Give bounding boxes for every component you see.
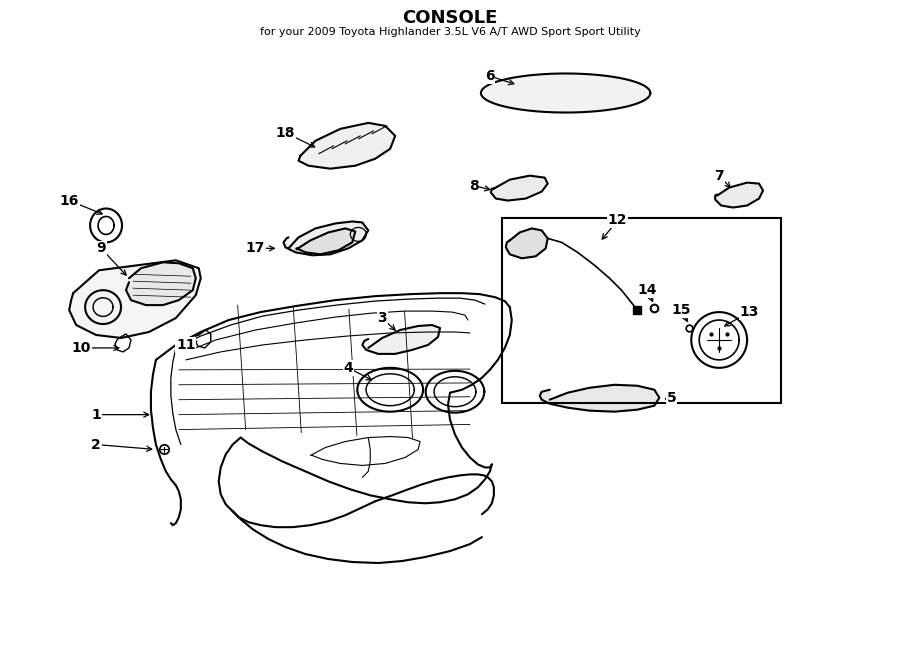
Polygon shape <box>296 229 356 254</box>
Text: 17: 17 <box>246 241 266 255</box>
Bar <box>502 219 781 403</box>
Text: 4: 4 <box>344 361 353 375</box>
Polygon shape <box>284 221 368 255</box>
Text: 7: 7 <box>715 169 724 182</box>
Text: 8: 8 <box>469 178 479 192</box>
Text: CONSOLE: CONSOLE <box>402 9 498 27</box>
Text: 16: 16 <box>59 194 79 208</box>
Text: 10: 10 <box>71 341 91 355</box>
Text: for your 2009 Toyota Highlander 3.5L V6 A/T AWD Sport Sport Utility: for your 2009 Toyota Highlander 3.5L V6 … <box>259 27 641 37</box>
Polygon shape <box>716 182 763 208</box>
Polygon shape <box>69 260 201 338</box>
Text: 2: 2 <box>91 438 101 451</box>
Text: 3: 3 <box>377 311 387 325</box>
Polygon shape <box>491 176 548 200</box>
Text: 1: 1 <box>91 408 101 422</box>
Text: 15: 15 <box>671 303 691 317</box>
Text: 18: 18 <box>275 126 295 140</box>
Polygon shape <box>506 229 548 258</box>
Polygon shape <box>540 385 660 412</box>
Polygon shape <box>481 73 651 112</box>
Text: 6: 6 <box>485 69 495 83</box>
Polygon shape <box>299 123 395 169</box>
Text: 5: 5 <box>666 391 676 405</box>
Polygon shape <box>363 325 440 354</box>
Polygon shape <box>126 262 196 305</box>
Text: 13: 13 <box>740 305 759 319</box>
Text: 11: 11 <box>176 338 195 352</box>
Text: 14: 14 <box>637 283 657 297</box>
Text: 12: 12 <box>608 214 627 227</box>
Text: 9: 9 <box>96 241 106 255</box>
